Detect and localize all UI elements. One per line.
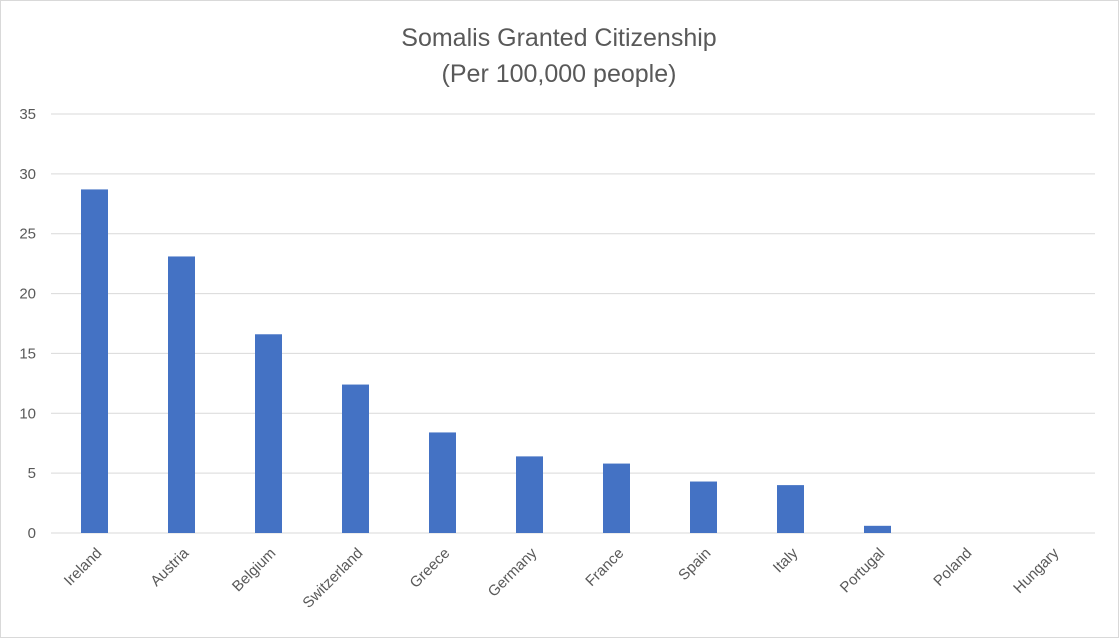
x-tick-label-hungary: Hungary — [1010, 544, 1062, 596]
chart-subtitle: (Per 100,000 people) — [442, 60, 677, 88]
y-tick-label: 35 — [19, 106, 36, 123]
bar-spain — [690, 481, 717, 533]
chart-title: Somalis Granted Citizenship — [401, 24, 716, 52]
x-tick-label-ireland: Ireland — [61, 545, 105, 589]
y-tick-label: 5 — [28, 465, 36, 482]
bar-france — [603, 463, 630, 533]
y-tick-label: 0 — [28, 525, 36, 542]
bar-italy — [777, 485, 804, 533]
x-tick-label-italy: Italy — [770, 544, 802, 576]
bar-series — [81, 189, 891, 534]
x-tick-label-greece: Greece — [407, 545, 454, 592]
x-tick-label-germany: Germany — [485, 544, 541, 600]
y-axis-ticks: 0 5 10 15 20 25 30 35 — [19, 106, 36, 542]
y-tick-label: 25 — [19, 226, 36, 243]
y-tick-label: 30 — [19, 166, 36, 183]
y-tick-label: 15 — [19, 345, 36, 362]
x-tick-label-switzerland: Switzerland — [299, 545, 366, 612]
bar-greece — [429, 432, 456, 533]
x-tick-label-belgium: Belgium — [229, 545, 279, 595]
x-tick-label-france: France — [582, 545, 627, 590]
bar-switzerland — [342, 384, 369, 533]
x-tick-label-poland: Poland — [930, 545, 975, 590]
y-tick-label: 20 — [19, 286, 36, 303]
gridlines — [51, 113, 1095, 534]
x-axis-ticks: Ireland Austria Belgium Switzerland Greece Ge… — [61, 544, 1063, 611]
bar-belgium — [255, 334, 282, 533]
bar-portugal — [864, 525, 891, 533]
bar-austria — [168, 256, 195, 533]
bar-germany — [516, 456, 543, 533]
x-tick-label-austria: Austria — [147, 544, 192, 589]
y-tick-label: 10 — [19, 405, 36, 422]
x-tick-label-portugal: Portugal — [837, 545, 889, 597]
bar-ireland — [81, 189, 108, 534]
x-tick-label-spain: Spain — [675, 545, 714, 584]
